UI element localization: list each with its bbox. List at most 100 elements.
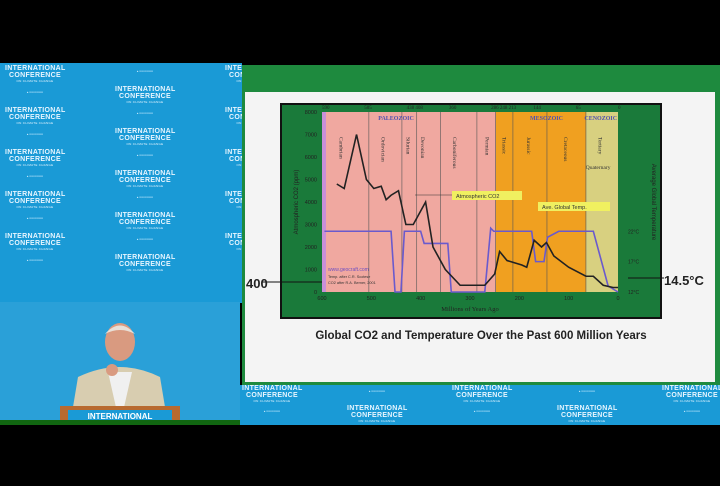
backdrop-sponsor-text: ▴ ▪▪▪▪▪▪▪▪▪▪▪▪▪ <box>26 90 44 94</box>
y2-tick-label: 17°C <box>628 260 640 266</box>
era-label: PALEOZOIC <box>378 116 414 122</box>
temp-annotation-box <box>538 202 610 211</box>
temperature-14.5-marker: 14.5°C <box>664 273 704 288</box>
co2-400-marker: 400 <box>246 276 268 291</box>
co2-temperature-chart: Cambrian Ordovician Silurian Devonian Carbon… <box>262 106 664 313</box>
top-tick-label: 144 <box>533 106 541 111</box>
y-tick-label: 5000 <box>305 178 317 184</box>
backdrop-sponsor-text: ▴ ▪▪▪▪▪▪▪▪▪▪▪▪▪ <box>473 409 491 413</box>
backdrop-sponsor-text: ▴ ▪▪▪▪▪▪▪▪▪▪▪▪▪ <box>136 195 154 199</box>
backdrop-sponsor-text: ▴ ▪▪▪▪▪▪▪▪▪▪▪▪▪ <box>136 237 154 241</box>
y-tick-label: 4000 <box>305 200 317 206</box>
top-tick-label: 505 <box>364 106 372 111</box>
conference-backdrop: INTERNATIONAL CONFERENCE ON CLIMATE CHANGE… <box>0 63 242 303</box>
y-tick-label: 0 <box>314 290 317 296</box>
period-label: Devonian <box>419 137 425 159</box>
x-tick-label: 300 <box>465 296 474 302</box>
era-label: MESOZOIC <box>530 116 563 122</box>
co2-series-line <box>336 134 618 289</box>
backdrop-sponsor-text: ▴ ▪▪▪▪▪▪▪▪▪▪▪▪▪ <box>26 216 44 220</box>
y-tick-label: 6000 <box>305 155 317 161</box>
conference-backdrop-strip: INTERNATIONAL CONFERENCE ON CLIMATE CHANGE… <box>240 385 720 425</box>
temp-annotation: Ave. Global Temp. <box>542 205 587 211</box>
backdrop-sponsor-text: ▴ ▪▪▪▪▪▪▪▪▪▪▪▪▪ <box>578 389 596 393</box>
backdrop-sponsor-text: ▴ ▪▪▪▪▪▪▪▪▪▪▪▪▪ <box>263 409 281 413</box>
era-band-paleozoic <box>322 112 496 292</box>
top-tick-label: 590 <box>322 106 330 111</box>
x-tick-label: 200 <box>515 296 524 302</box>
backdrop-sponsor-text: ▴ ▪▪▪▪▪▪▪▪▪▪▪▪▪ <box>136 153 154 157</box>
period-label: Cretaceous <box>562 137 568 161</box>
slide-caption: Global CO2 and Temperature Over the Past… <box>315 330 647 342</box>
backdrop-sponsor-text: ▴ ▪▪▪▪▪▪▪▪▪▪▪▪▪ <box>26 258 44 262</box>
period-label: Ordovician <box>380 137 386 162</box>
x-tick-label: 600 <box>317 296 326 302</box>
y-tick-label: 3000 <box>305 223 317 229</box>
backdrop-sponsor-text: ▴ ▪▪▪▪▪▪▪▪▪▪▪▪▪ <box>136 69 154 73</box>
top-tick-label: 360 <box>449 106 457 111</box>
source-note: CO2 after R.A. Berner, 2001 <box>328 281 376 285</box>
period-label: Triassic <box>501 137 507 155</box>
backdrop-sponsor-text: ▴ ▪▪▪▪▪▪▪▪▪▪▪▪▪ <box>136 111 154 115</box>
period-label: Tertiary <box>597 137 603 155</box>
period-label: Carboniferous <box>451 137 458 168</box>
y2-axis-label: Average Global Temperature <box>650 164 656 241</box>
x-tick-label: 0 <box>616 296 619 302</box>
x-axis-label: Millions of Years Ago <box>441 306 498 313</box>
x-tick-label: 400 <box>416 296 425 302</box>
era-label: CENOZOIC <box>584 116 617 122</box>
co2-annotation-box <box>452 191 522 200</box>
y-tick-label: 8000 <box>305 110 317 116</box>
top-tick-label: 438 408 <box>407 106 424 111</box>
backdrop-sponsor-text: ▴ ▪▪▪▪▪▪▪▪▪▪▪▪▪ <box>26 174 44 178</box>
source-note: Temp. after C.R. Scotese <box>328 275 370 279</box>
y2-tick-label: 22°C <box>628 229 640 235</box>
top-tick-label: 0 <box>618 106 621 111</box>
temperature-series-line <box>324 226 619 293</box>
era-band-precambrian <box>322 112 326 292</box>
backdrop-sponsor-text: ▴ ▪▪▪▪▪▪▪▪▪▪▪▪▪ <box>26 132 44 136</box>
period-label: Cambrian <box>338 137 344 159</box>
period-label: Permian <box>483 137 489 156</box>
y-tick-label: 1000 <box>305 268 317 274</box>
y-axis-label: Atmospheric CO2 (ppm) <box>294 170 300 235</box>
co2-annotation: Atmospheric CO2 <box>456 194 499 200</box>
period-label: Silurian <box>404 137 410 155</box>
y-tick-label: 7000 <box>305 133 317 139</box>
backdrop-sponsor-text: ▴ ▪▪▪▪▪▪▪▪▪▪▪▪▪ <box>368 389 386 393</box>
top-tick-label: 286 248 213 <box>491 106 516 111</box>
speaker-video: INTERNATIONAL <box>0 302 240 425</box>
x-tick-label: 500 <box>367 296 376 302</box>
y-tick-label: 2000 <box>305 245 317 251</box>
x-tick-label: 100 <box>564 296 573 302</box>
speaker-figure <box>0 302 240 425</box>
source-url: www.geocraft.com <box>328 267 369 273</box>
y2-tick-label: 12°C <box>628 290 640 296</box>
period-label: Jurassic <box>525 137 531 155</box>
top-tick-label: 65 <box>576 106 582 111</box>
backdrop-sponsor-text: ▴ ▪▪▪▪▪▪▪▪▪▪▪▪▪ <box>225 90 242 94</box>
backdrop-sponsor-text: ▴ ▪▪▪▪▪▪▪▪▪▪▪▪▪ <box>683 409 701 413</box>
podium-sign: INTERNATIONAL <box>87 412 153 421</box>
period-label: Quaternary <box>586 165 611 171</box>
